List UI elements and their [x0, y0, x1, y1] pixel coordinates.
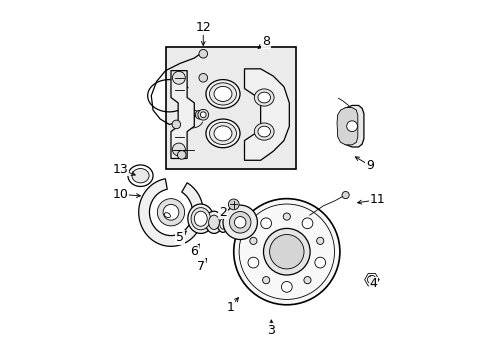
PathPatch shape	[244, 69, 289, 160]
Text: 4: 4	[369, 278, 377, 291]
Circle shape	[229, 212, 250, 233]
Ellipse shape	[209, 122, 236, 144]
Ellipse shape	[191, 208, 210, 230]
Ellipse shape	[205, 211, 222, 233]
Text: 12: 12	[195, 21, 211, 34]
Circle shape	[316, 237, 323, 244]
Circle shape	[262, 276, 269, 284]
Circle shape	[233, 199, 339, 305]
Circle shape	[200, 112, 206, 118]
Text: 8: 8	[262, 35, 269, 49]
Circle shape	[198, 109, 208, 120]
Ellipse shape	[258, 92, 270, 103]
Ellipse shape	[208, 215, 219, 229]
Circle shape	[195, 111, 203, 119]
Ellipse shape	[254, 123, 274, 140]
Circle shape	[223, 205, 257, 239]
Ellipse shape	[217, 215, 228, 232]
Circle shape	[228, 199, 239, 210]
PathPatch shape	[171, 71, 194, 158]
PathPatch shape	[336, 108, 357, 145]
Ellipse shape	[194, 211, 207, 226]
Text: 1: 1	[226, 301, 234, 314]
Circle shape	[247, 257, 258, 268]
Text: 13: 13	[113, 163, 128, 176]
Circle shape	[172, 120, 180, 129]
Polygon shape	[139, 179, 203, 246]
Ellipse shape	[214, 126, 231, 141]
Text: 9: 9	[366, 159, 373, 172]
Circle shape	[302, 218, 312, 229]
Ellipse shape	[132, 168, 149, 183]
PathPatch shape	[341, 105, 363, 147]
Circle shape	[157, 199, 184, 226]
Circle shape	[269, 234, 304, 269]
Ellipse shape	[209, 83, 236, 105]
Circle shape	[281, 282, 292, 292]
Circle shape	[260, 218, 271, 229]
Circle shape	[263, 228, 309, 275]
Circle shape	[341, 192, 348, 199]
Circle shape	[172, 71, 185, 84]
Text: 7: 7	[197, 260, 205, 273]
Circle shape	[199, 49, 207, 58]
Text: 2: 2	[219, 206, 226, 219]
Ellipse shape	[164, 213, 170, 217]
Ellipse shape	[219, 219, 226, 229]
Circle shape	[346, 121, 357, 132]
Circle shape	[234, 217, 245, 228]
Circle shape	[303, 276, 310, 284]
Ellipse shape	[128, 165, 153, 186]
Ellipse shape	[205, 80, 240, 108]
Circle shape	[249, 237, 257, 244]
Text: 3: 3	[267, 324, 275, 337]
Ellipse shape	[258, 126, 270, 137]
Text: 10: 10	[113, 188, 128, 201]
Text: 6: 6	[190, 245, 198, 258]
Ellipse shape	[254, 89, 274, 106]
Bar	[166, 46, 296, 168]
Ellipse shape	[205, 119, 240, 148]
Text: 5: 5	[176, 231, 183, 244]
Circle shape	[163, 204, 179, 220]
Circle shape	[177, 150, 185, 159]
Ellipse shape	[214, 86, 231, 102]
Circle shape	[314, 257, 325, 268]
Circle shape	[367, 275, 375, 284]
Circle shape	[199, 73, 207, 82]
Circle shape	[283, 213, 290, 220]
Circle shape	[172, 143, 185, 156]
Ellipse shape	[187, 204, 213, 233]
Text: 11: 11	[368, 193, 384, 206]
